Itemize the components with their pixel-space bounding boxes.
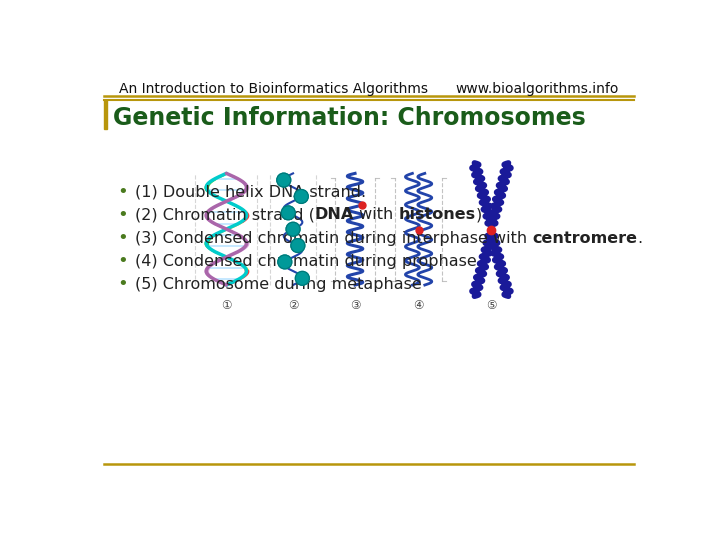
Text: •: • [117, 252, 128, 270]
Circle shape [282, 206, 295, 220]
Text: •: • [117, 183, 128, 201]
Text: ⑤: ⑤ [486, 299, 497, 312]
Text: (2) Chromatin strand (: (2) Chromatin strand ( [135, 207, 315, 222]
Text: (4) Condensed chromatin during prophase: (4) Condensed chromatin during prophase [135, 254, 477, 268]
Text: Genetic Information: Chromosomes: Genetic Information: Chromosomes [113, 106, 586, 130]
Text: DNA: DNA [315, 207, 354, 222]
Circle shape [278, 255, 292, 269]
Text: histones: histones [398, 207, 476, 222]
Text: ②: ② [288, 299, 298, 312]
Text: •: • [117, 275, 128, 293]
Text: centromere: centromere [532, 231, 637, 246]
Circle shape [295, 272, 310, 285]
Text: .: . [637, 231, 642, 246]
Text: ③: ③ [350, 299, 360, 312]
Text: (1) Double helix DNA strand.: (1) Double helix DNA strand. [135, 184, 366, 199]
Text: •: • [117, 229, 128, 247]
Text: with: with [354, 207, 398, 222]
Text: ④: ④ [413, 299, 424, 312]
Bar [104, 100, 107, 130]
Text: ①: ① [221, 299, 232, 312]
Circle shape [294, 190, 308, 204]
Circle shape [291, 239, 305, 253]
Text: (3) Condensed chromatin during interphase with: (3) Condensed chromatin during interphas… [135, 231, 532, 246]
Text: ): ) [476, 207, 482, 222]
Text: www.bioalgorithms.info: www.bioalgorithms.info [455, 82, 618, 96]
Text: An Introduction to Bioinformatics Algorithms: An Introduction to Bioinformatics Algori… [120, 82, 428, 96]
Text: •: • [117, 206, 128, 224]
Text: (5) Chromosome during metaphase: (5) Chromosome during metaphase [135, 276, 422, 292]
Circle shape [276, 173, 291, 187]
Circle shape [286, 222, 300, 236]
